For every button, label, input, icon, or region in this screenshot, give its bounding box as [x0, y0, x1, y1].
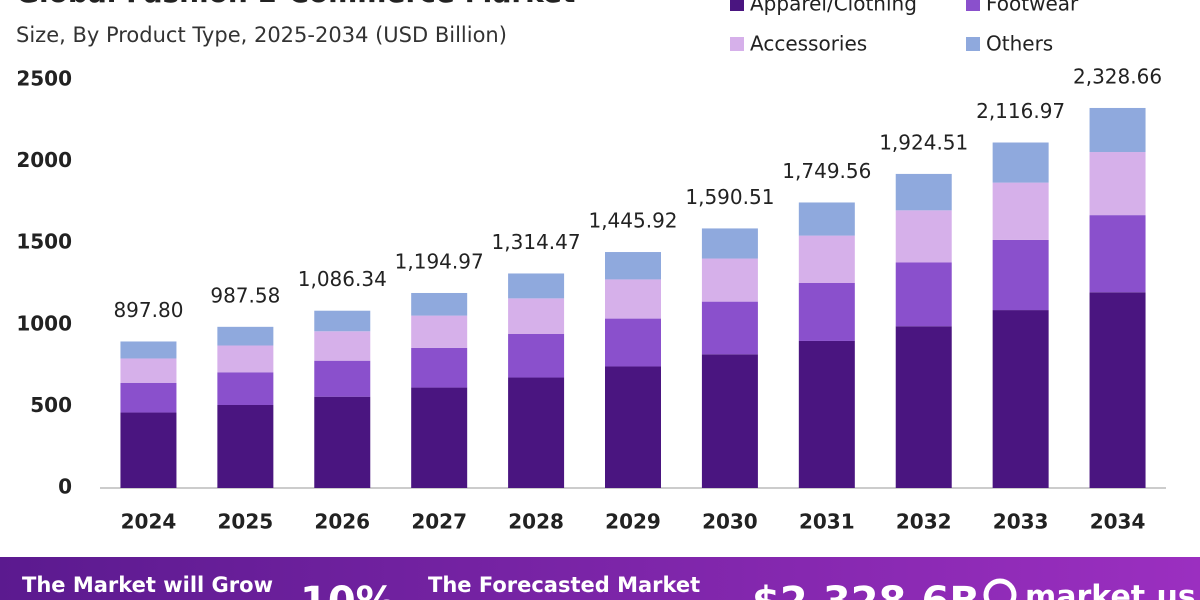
total-label: 1,924.51	[879, 130, 968, 154]
legend: Apparel/Clothing Footwear Accessories Other…	[730, 0, 1079, 56]
bar-segment	[411, 387, 468, 488]
x-tick-label: 2033	[993, 510, 1049, 534]
bar-segment	[314, 396, 371, 488]
x-tick-label: 2029	[605, 510, 661, 534]
x-tick-label: 2034	[1090, 510, 1146, 534]
bar-segment	[701, 354, 758, 488]
bar-segment	[508, 298, 565, 334]
total-label: 1,194.97	[395, 249, 484, 273]
bar-segment	[798, 282, 855, 341]
brand-logo	[983, 578, 1017, 600]
bar-segment	[411, 347, 468, 388]
banner-grow: The Market will Grow	[22, 573, 273, 597]
bar-segment	[605, 366, 661, 488]
total-label: 1,086.34	[298, 267, 387, 291]
chart-subtitle: Size, By Product Type, 2025-2034 (USD Bi…	[16, 23, 507, 47]
x-tick-label: 2030	[702, 510, 758, 534]
legend-label: Apparel/Clothing	[750, 0, 917, 16]
x-tick-label: 2032	[896, 510, 952, 534]
bar-segment	[895, 326, 952, 488]
banner-cagr: 10%	[300, 579, 396, 600]
bar-segment	[508, 333, 565, 378]
bar-segment	[217, 345, 274, 373]
legend-swatch	[730, 0, 744, 11]
banner-forecast: The Forecasted Market	[428, 573, 700, 597]
bar-segment	[992, 182, 1049, 240]
y-tick-label: 2000	[16, 148, 72, 172]
legend-swatch	[966, 0, 980, 11]
bar-segment	[508, 377, 565, 488]
y-tick-label: 500	[30, 393, 72, 417]
legend-swatch	[966, 37, 980, 51]
bar-segment	[217, 404, 274, 488]
x-tick-label: 2027	[411, 510, 467, 534]
total-label: 897.80	[113, 298, 183, 322]
bar-segment	[798, 340, 855, 488]
total-label: 987.58	[210, 283, 280, 307]
y-tick-label: 0	[58, 475, 72, 499]
banner-forecast-value: $2,328.6B	[752, 579, 980, 600]
total-label: 1,445.92	[588, 209, 677, 233]
bar-segment	[1089, 292, 1146, 488]
bar-segment	[605, 279, 661, 319]
y-tick-label: 1500	[16, 230, 72, 254]
bar-segment	[120, 358, 177, 383]
bar-segment	[605, 252, 661, 280]
bar-segment	[120, 382, 177, 413]
bar-segment	[217, 326, 274, 346]
bar-segment	[992, 310, 1049, 488]
y-tick-label: 1000	[16, 311, 72, 335]
bar-segment	[605, 318, 661, 367]
bar-segment	[701, 301, 758, 355]
legend-label: Others	[986, 32, 1053, 56]
x-tick-label: 2028	[508, 510, 564, 534]
bar-segment	[314, 360, 371, 397]
bar-segment	[895, 210, 952, 263]
bar-segment	[992, 142, 1049, 183]
bar-segment	[1089, 107, 1146, 153]
legend-label: Footwear	[986, 0, 1079, 16]
bar-segment	[217, 372, 274, 405]
bar-segment	[992, 239, 1049, 311]
total-label: 2,328.66	[1073, 64, 1162, 88]
banner-brand: market.us	[1025, 580, 1196, 600]
x-tick-label: 2024	[121, 510, 177, 534]
bar-segment	[508, 273, 565, 299]
legend-label: Accessories	[750, 32, 867, 56]
bar-segment	[120, 412, 177, 488]
x-tick-label: 2031	[799, 510, 855, 534]
y-tick-label: 2500	[16, 67, 72, 91]
bar-segment	[120, 341, 177, 359]
bar-segment	[895, 262, 952, 327]
total-label: 2,116.97	[976, 99, 1065, 123]
bar-segment	[1089, 152, 1146, 216]
bar-segment	[798, 202, 855, 236]
x-tick-label: 2026	[314, 510, 370, 534]
bar-segment	[895, 173, 952, 211]
total-label: 1,749.56	[782, 159, 871, 183]
total-label: 1,590.51	[685, 185, 774, 209]
chart-title: Global Fashion E-Commerce Market	[16, 0, 575, 9]
legend-swatch	[730, 37, 744, 51]
bar-segment	[314, 310, 371, 332]
x-tick-label: 2025	[218, 510, 274, 534]
total-label: 1,314.47	[492, 230, 581, 254]
bar-segment	[1089, 215, 1146, 293]
bar-segment	[701, 258, 758, 302]
bar-segment	[411, 315, 468, 348]
bar-segment	[798, 235, 855, 283]
bar-segment	[701, 228, 758, 259]
bar-segment	[411, 292, 468, 316]
bar-segment	[314, 331, 371, 361]
